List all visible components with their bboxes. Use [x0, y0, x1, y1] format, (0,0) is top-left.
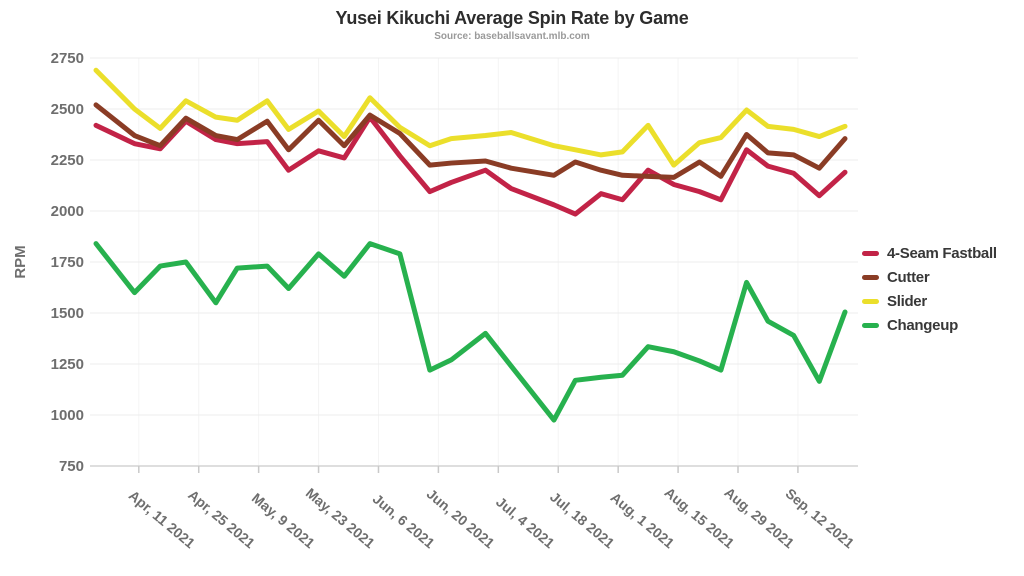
chart-title: Yusei Kikuchi Average Spin Rate by Game: [335, 8, 689, 28]
y-tick-label: 750: [59, 458, 84, 475]
x-tick-label: Jul, 4 2021: [493, 494, 558, 552]
x-tick-label: Apr, 25 2021: [185, 487, 258, 552]
y-tick-label: 1500: [51, 305, 84, 322]
chart-legend: 4-Seam Fastball Cutter Slider Changeup: [862, 241, 997, 337]
y-tick-labels: 750 1000 1250 1500 1750 2000 2250 2500 2750: [51, 50, 84, 475]
legend-swatch-icon: [862, 322, 879, 328]
legend-item: Slider: [862, 289, 997, 313]
legend-label: Cutter: [887, 268, 930, 286]
legend-swatch-icon: [862, 250, 879, 256]
y-tick-label: 1000: [51, 407, 84, 424]
series-line-changeup: [93, 241, 848, 423]
legend-item: Cutter: [862, 265, 997, 289]
y-gridlines: [90, 57, 858, 416]
y-tick-label: 2500: [51, 101, 84, 118]
y-axis-label: RPM: [12, 245, 29, 278]
y-tick-label: 2000: [51, 203, 84, 220]
chart-subtitle: Source: baseballsavant.mlb.com: [434, 31, 590, 42]
series-line-slider: [93, 67, 848, 168]
legend-label: Slider: [887, 292, 927, 310]
y-tick-label: 2250: [51, 152, 84, 169]
legend-label: Changeup: [887, 316, 958, 334]
legend-item: Changeup: [862, 313, 997, 337]
y-tick-label: 1750: [51, 254, 84, 271]
series-line-cutter: [93, 102, 848, 180]
legend-swatch-icon: [862, 274, 879, 280]
legend-label: 4-Seam Fastball: [887, 244, 997, 262]
legend-item: 4-Seam Fastball: [862, 241, 997, 265]
legend-swatch-icon: [862, 298, 879, 304]
y-tick-label: 2750: [51, 50, 84, 67]
x-tick-label: Jul, 18 2021: [547, 489, 618, 552]
y-tick-label: 1250: [51, 356, 84, 373]
series-line-4-seam-fastball: [93, 114, 848, 217]
